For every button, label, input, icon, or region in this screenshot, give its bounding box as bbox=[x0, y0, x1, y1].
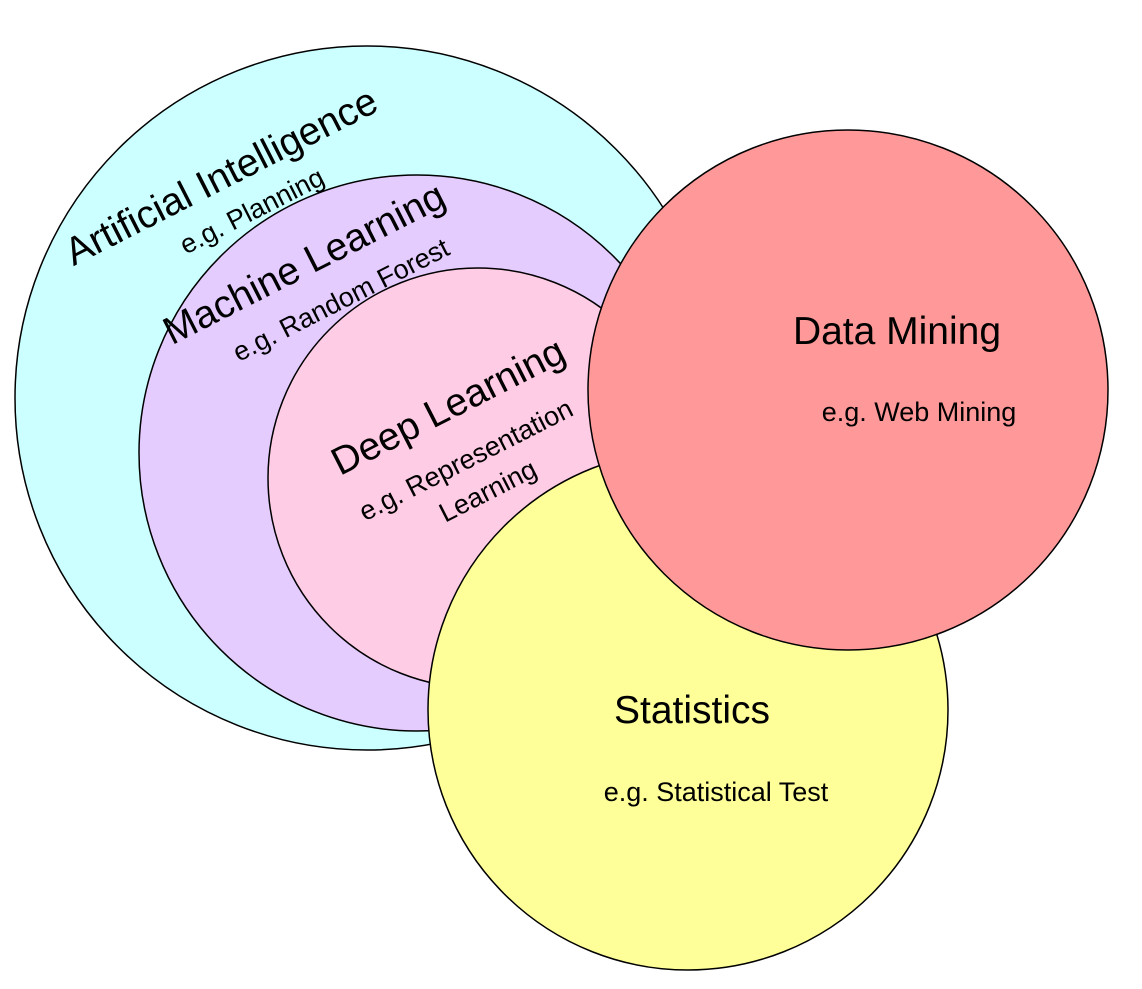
data-mining-title: Data Mining bbox=[793, 310, 1001, 353]
data-mining-example: e.g. Web Mining bbox=[822, 397, 1017, 427]
statistics-example: e.g. Statistical Test bbox=[604, 777, 829, 807]
statistics-title: Statistics bbox=[614, 689, 770, 732]
data-mining-circle bbox=[587, 129, 1109, 651]
